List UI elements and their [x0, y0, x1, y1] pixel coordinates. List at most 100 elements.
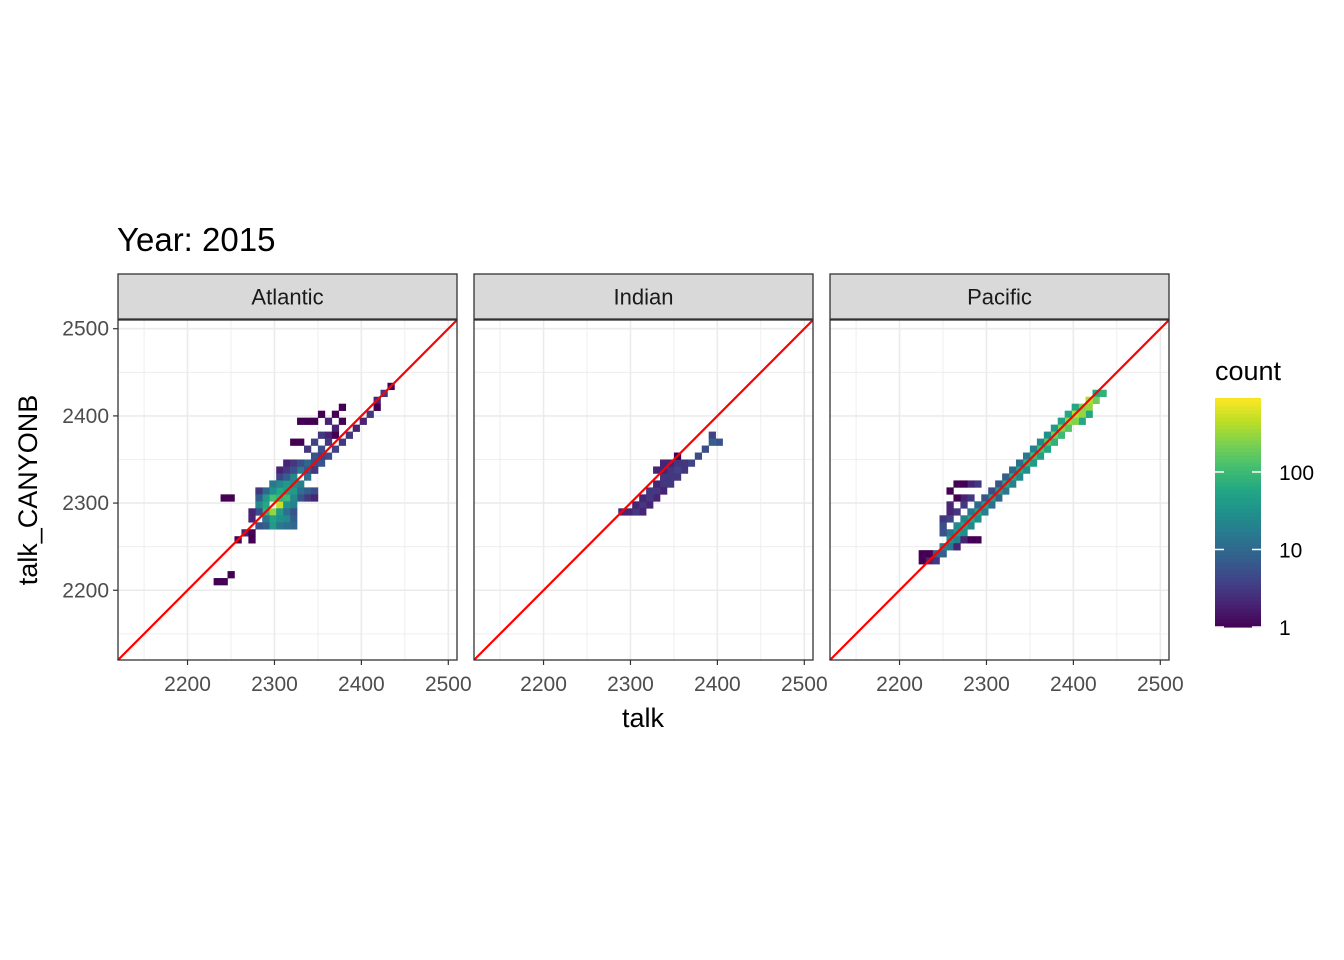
grid-lines [830, 320, 1169, 660]
heatmap-cell [953, 494, 961, 502]
heatmap-cell [1050, 438, 1059, 446]
legend-break-label: 10 [1279, 539, 1302, 562]
heatmap-cell [304, 417, 312, 425]
heatmap-cell [331, 410, 340, 418]
heatmap-cell [269, 515, 277, 523]
identity-line [830, 320, 1169, 660]
heatmap-cell [213, 578, 221, 586]
heatmap-cell [918, 550, 926, 558]
legend-gradient-step [1215, 592, 1261, 598]
heatmap-cell [953, 543, 961, 551]
heatmap-cell [974, 501, 982, 509]
heatmap-cell [946, 487, 954, 495]
heatmap-cell [680, 459, 689, 467]
x-tick-label: 2200 [164, 673, 211, 696]
legend-gradient-step [1215, 565, 1261, 571]
heatmap-cell [283, 494, 291, 502]
legend-gradient-step [1215, 478, 1261, 483]
heatmap-cell [925, 550, 933, 558]
legend-gradient-step [1215, 481, 1261, 487]
heatmap-cell [673, 466, 682, 474]
heatmap-cell [946, 501, 954, 509]
heatmap-cell [255, 487, 263, 495]
heatmap-cell [297, 459, 305, 467]
legend-gradient-step [1215, 543, 1261, 548]
panel-border [117, 319, 458, 661]
heatmap-cell [283, 466, 291, 474]
heatmap-cell [276, 522, 284, 530]
legend-gradient-step [1215, 497, 1261, 502]
legend-gradient-step [1215, 562, 1261, 567]
legend-gradient-step [1215, 432, 1261, 437]
heatmap-cell [953, 536, 961, 544]
heatmap-cell [960, 536, 968, 544]
heatmap-cell [1002, 487, 1010, 495]
y-axis-title: talk_CANYONB [13, 395, 43, 586]
heatmap-cell [1043, 431, 1052, 439]
heatmap-cell [953, 480, 961, 488]
panel-border [473, 319, 814, 661]
legend-gradient-step [1215, 413, 1261, 418]
heatmap-cell [290, 508, 298, 516]
heatmap-cell [988, 487, 996, 495]
heatmap-cell [646, 494, 654, 502]
heatmap-cell [248, 529, 256, 537]
legend-gradient-step [1215, 577, 1261, 582]
heatmap-cell [666, 480, 675, 488]
heatmap-cell [290, 501, 298, 509]
heatmap-cell [276, 501, 284, 509]
heatmap-cell [220, 494, 228, 502]
legend-gradient-step [1215, 539, 1261, 544]
heatmap-cell [227, 494, 235, 502]
heatmap-cell [939, 529, 947, 537]
heatmap-cell [290, 494, 298, 502]
heatmap-cell [715, 438, 723, 446]
heatmap-cell [1016, 473, 1024, 481]
heatmap-cell [290, 438, 298, 446]
heatmap-cell [262, 522, 270, 530]
heatmap-cell [1009, 466, 1017, 474]
heatmap-cell [1022, 466, 1031, 474]
heatmap-cell [310, 438, 319, 446]
legend-gradient-step [1215, 573, 1261, 578]
x-tick-label: 2500 [781, 673, 828, 696]
legend-gradient-step [1215, 611, 1261, 617]
heatmap-cell [338, 438, 347, 446]
heatmap-cell [269, 508, 277, 516]
legend-gradient-step [1215, 531, 1261, 536]
heatmap-cell [953, 522, 961, 530]
heatmap-cell [680, 466, 689, 474]
heatmap-cell [660, 459, 668, 467]
heatmap-cell [352, 424, 360, 432]
heatmap-cell [974, 515, 982, 523]
heatmap-cell [283, 515, 291, 523]
heatmap-cell [317, 431, 326, 439]
heatmap-cell [694, 452, 703, 460]
x-axis-title: talk [622, 703, 665, 733]
legend-gradient-step [1215, 420, 1261, 426]
legend-gradient-step [1215, 436, 1261, 441]
heatmap-cell [687, 459, 696, 467]
legend-gradient-step [1215, 493, 1261, 498]
heatmap-cell [262, 494, 270, 502]
heatmap-cell [1022, 452, 1031, 460]
legend-gradient-step [1215, 550, 1261, 556]
legend-gradient-step [1215, 451, 1261, 456]
heatmap-cell [297, 438, 305, 446]
heatmap-cell [262, 515, 270, 523]
legend-gradient-step [1215, 535, 1261, 540]
heatmap-cell [932, 557, 940, 565]
y-tick-label: 2400 [62, 405, 109, 428]
heatmap-cell [646, 487, 654, 495]
legend-gradient-step [1215, 474, 1261, 479]
facet-strip-label: Indian [614, 285, 674, 310]
facet-panel-atlantic: Atlantic 2200 2300 2400 2500 2200 2300 2400 2500 [62, 273, 472, 696]
heatmap-cell [660, 473, 668, 481]
legend-gradient-step [1215, 501, 1261, 506]
heatmap-cell [373, 403, 381, 411]
legend-gradient-step [1215, 615, 1261, 620]
heatmap-cell [708, 438, 716, 446]
heatmap-cell [276, 515, 284, 523]
legend-gradient-step [1215, 489, 1261, 495]
legend-gradient-step [1215, 443, 1261, 449]
